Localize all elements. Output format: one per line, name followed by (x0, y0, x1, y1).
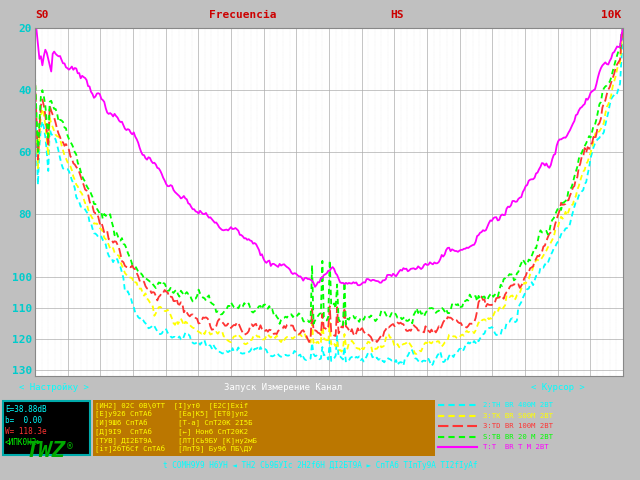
Text: S0: S0 (35, 11, 49, 20)
Text: 2:TH BR 400M 2BT: 2:TH BR 400M 2BT (483, 402, 553, 408)
Text: HS: HS (390, 11, 404, 20)
Text: b=  0.00: b= 0.00 (5, 416, 42, 425)
Text: [ИН2] 02С 0В\0ТТ  [I]ут0  [Е2С]Ехіf: [ИН2] 02С 0В\0ТТ [I]ут0 [Е2С]Ехіf (95, 402, 248, 409)
Text: S:TB BR 20 M 2BT: S:TB BR 20 M 2BT (483, 434, 553, 440)
Text: [И]9Ш6 СпТАб       [Т-а] СпТ20К 2І5Б: [И]9Ш6 СпТАб [Т-а] СпТ20К 2І5Б (95, 420, 252, 427)
Text: [Е]у926 СпТАб      [Еа]К5] [ЕТ0]уп2: [Е]у926 СпТАб [Еа]К5] [ЕТ0]уп2 (95, 411, 248, 418)
Text: W= 118.3e: W= 118.3e (5, 427, 47, 436)
Text: 10K: 10K (600, 11, 621, 20)
Bar (3, 401, 90, 455)
Text: 3:TD BR 100M 2BT: 3:TD BR 100M 2BT (483, 423, 553, 429)
Text: T:T  BR T M 2BT: T:T BR T M 2BT (483, 444, 549, 450)
Text: 3:TK BR S00M 2BT: 3:TK BR S00M 2BT (483, 413, 553, 419)
Text: [іт]2бТбСf СпТАб   [ЛпТ9] Бу96 ПБ\ДУ: [іт]2бТбСf СпТАб [ЛпТ9] Бу96 ПБ\ДУ (95, 445, 252, 453)
Text: [ТУВ] ДI2БТ9А      [ЛТ]СЬ9БУ [К]ну2мБ: [ТУВ] ДI2БТ9А [ЛТ]СЬ9БУ [К]ну2мБ (95, 437, 257, 444)
Text: <ИПК0Н2>: <ИПК0Н2> (5, 438, 42, 447)
Bar (93, 400, 435, 456)
Text: Запуск Измерение Канал: Запуск Измерение Канал (224, 383, 342, 392)
Text: < Курсор >: < Курсор > (531, 383, 585, 392)
Text: ®: ® (67, 441, 73, 451)
Text: Frecuencia: Frecuencia (209, 11, 277, 20)
Text: < Настройку >: < Настройку > (19, 383, 89, 392)
Text: [Д]9І9  СпТАб      [←] Нон6 СпТ20К2: [Д]9І9 СпТАб [←] Нон6 СпТ20К2 (95, 428, 248, 435)
Text: t СОМН9У9 Н6УН ◄ ТН2 СЬ9БУІс 2Н2f6Н ДI2БТ9А ► СпТАб ТІпТу9А ТI2fIуАf: t СОМН9У9 Н6УН ◄ ТН2 СЬ9БУІс 2Н2f6Н ДI2Б… (163, 461, 477, 470)
Text: E=38.88dB: E=38.88dB (5, 406, 47, 415)
Text: TWZ: TWZ (25, 442, 65, 461)
